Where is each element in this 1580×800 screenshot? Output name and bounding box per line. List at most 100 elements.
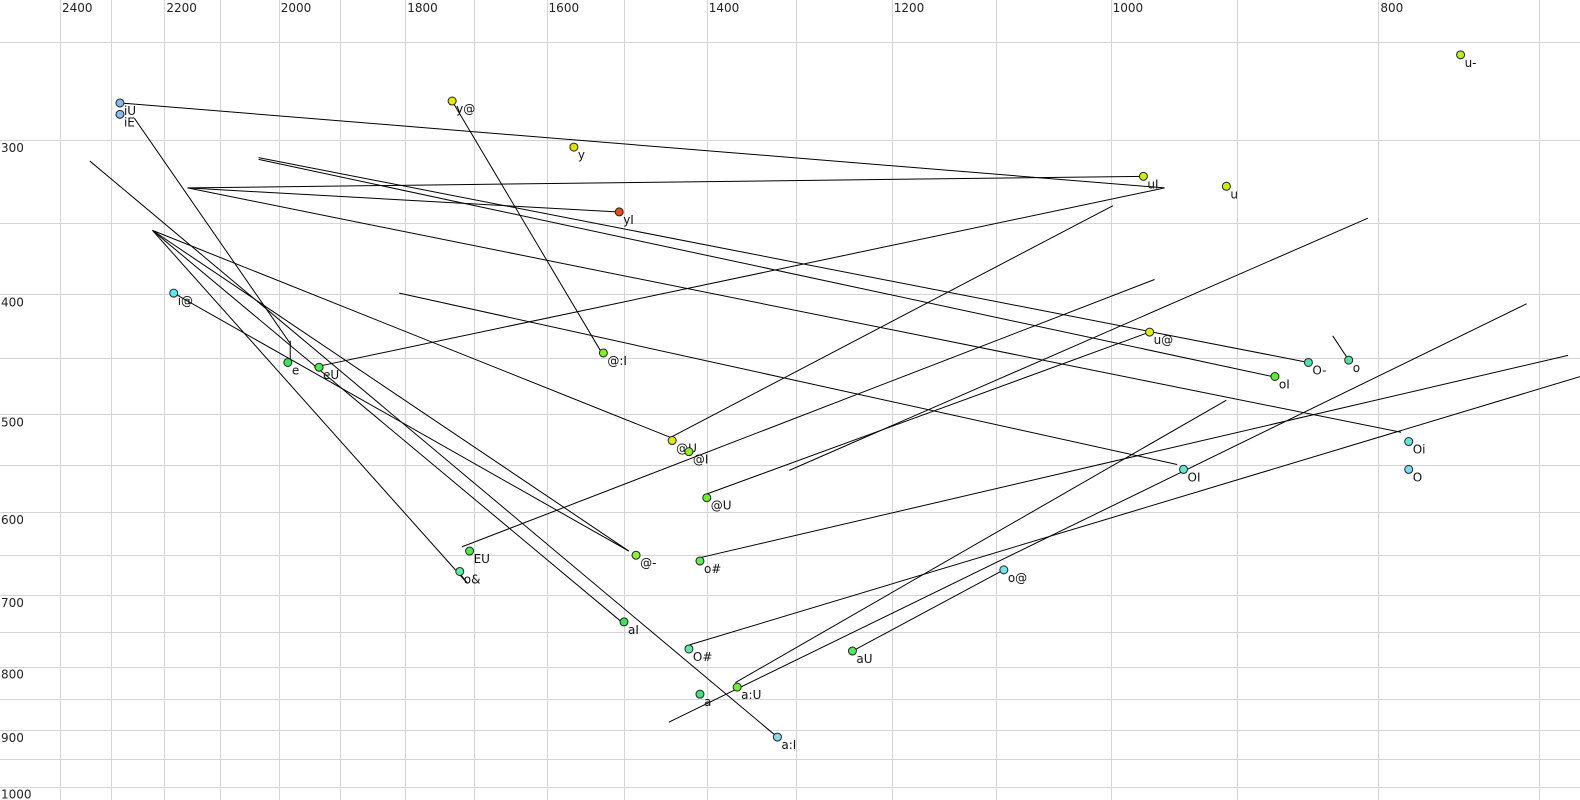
vowel-point: [115, 98, 125, 108]
vowel-label: uI: [1147, 177, 1158, 191]
tick-labels: 2400 2200 2000 1800 1600 1400 1200 1000 800 300 40…: [1, 1, 1403, 800]
vowel-point: [115, 109, 125, 119]
x-tick-label: 2400: [62, 1, 93, 15]
vowel-point: [169, 288, 179, 298]
vowel-label: y: [578, 148, 585, 162]
vowel-label: o: [1353, 361, 1360, 375]
vowel-label: iU: [124, 104, 136, 118]
vowel-point: [1344, 355, 1354, 365]
vowel-point: [695, 556, 705, 566]
vowel-point: [1179, 464, 1189, 474]
vowel-point: [684, 447, 694, 457]
vowel-point: [455, 566, 465, 576]
vowel-point: [619, 617, 629, 627]
trajectory-line: [689, 376, 1580, 646]
x-tick-label: 2200: [166, 1, 197, 15]
trajectory-line: [313, 187, 1165, 368]
vowel-label: @:I: [607, 354, 627, 368]
vowel-label: eU: [323, 368, 339, 382]
trajectory-line: [699, 354, 1569, 559]
trajectory-line: [152, 230, 468, 584]
vowel-label: Oi: [1413, 443, 1426, 457]
vowel-point: [465, 546, 475, 556]
trajectory-line: [187, 187, 1402, 433]
y-tick-label: 700: [1, 596, 24, 610]
vowel-point: [1145, 327, 1155, 337]
vowel-point: [847, 646, 857, 656]
trajectory-line: [852, 569, 1005, 652]
x-gridlines: [60, 0, 1540, 800]
vowel-label: u@: [1154, 333, 1174, 347]
trajectory-line: [258, 158, 1273, 377]
trajectory-line: [735, 399, 1227, 684]
vowel-point: [695, 689, 705, 699]
vowel-label: iE: [124, 115, 135, 129]
vowel-label: O#: [693, 650, 713, 664]
vowel-label: @U: [711, 499, 732, 513]
vowel-point: [447, 96, 457, 106]
trajectory-line: [668, 303, 1527, 723]
trajectory-line: [119, 102, 1165, 189]
vowel-points: iUiEy@yyIu-uIuu@O-ooIi@eeU@:I@U@I@UEUo&@…: [115, 50, 1477, 752]
x-tick-label: 1000: [1113, 1, 1144, 15]
y-tick-label: 1000: [1, 788, 32, 800]
vowel-point: [772, 732, 782, 742]
y-gridlines: [0, 42, 1580, 788]
x-tick-label: 1200: [894, 1, 925, 15]
vowel-label: o&: [464, 572, 481, 586]
vowel-point: [999, 565, 1009, 575]
y-tick-label: 500: [1, 415, 24, 429]
trajectory-line: [152, 230, 622, 623]
trajectory-line: [451, 100, 603, 354]
trajectory-line: [258, 157, 1309, 363]
trajectory-line: [173, 292, 630, 552]
vowel-point: [702, 493, 712, 503]
trajectory-line: [152, 229, 630, 552]
vowel-point: [667, 436, 677, 446]
vowel-label: @I: [693, 453, 709, 467]
trajectory-line: [187, 187, 617, 213]
x-tick-label: 800: [1380, 1, 1403, 15]
x-tick-label: 2000: [281, 1, 312, 15]
y-tick-label: 800: [1, 668, 24, 682]
vowel-point: [1138, 171, 1148, 181]
vowel-label: a: [704, 695, 711, 709]
vowel-label: EU: [474, 552, 490, 566]
vowel-label: aI: [628, 623, 639, 637]
vowel-label: a:U: [741, 688, 761, 702]
y-tick-label: 400: [1, 295, 24, 309]
vowel-label: aU: [856, 652, 872, 666]
vowel-point: [631, 550, 641, 560]
vowel-label: o@: [1008, 571, 1027, 585]
vowel-label: O-: [1312, 363, 1326, 377]
trajectory-line: [461, 279, 1155, 548]
vowel-point: [598, 348, 608, 358]
vowel-label: O: [1413, 470, 1422, 484]
vowel-label: OI: [1188, 470, 1201, 484]
vowel-point: [1303, 357, 1313, 367]
trajectory-line: [133, 117, 292, 345]
vowel-label: o#: [704, 562, 721, 576]
vowel-point: [614, 207, 624, 217]
vowel-label: u-: [1465, 56, 1477, 70]
vowel-label: i@: [178, 294, 193, 308]
vowel-point: [283, 357, 293, 367]
trajectory-line: [187, 175, 1144, 189]
vowel-point: [732, 682, 742, 692]
vowel-label: e: [292, 363, 299, 377]
vowel-label: yI: [623, 213, 634, 227]
vowel-point: [569, 142, 579, 152]
trajectory-line: [706, 331, 1150, 495]
trajectory-line: [789, 217, 1369, 471]
vowel-label: y@: [456, 102, 475, 116]
vowel-label: u: [1230, 187, 1238, 201]
trajectory-line: [152, 229, 671, 438]
vowel-label: a:I: [781, 738, 796, 752]
trajectory-line: [670, 205, 1114, 438]
vowel-point: [1270, 371, 1280, 381]
vowel-label: oI: [1279, 377, 1290, 391]
x-tick-label: 1600: [549, 1, 580, 15]
x-tick-label: 1400: [709, 1, 740, 15]
vowel-point: [684, 644, 694, 654]
vowel-point: [1404, 464, 1414, 474]
